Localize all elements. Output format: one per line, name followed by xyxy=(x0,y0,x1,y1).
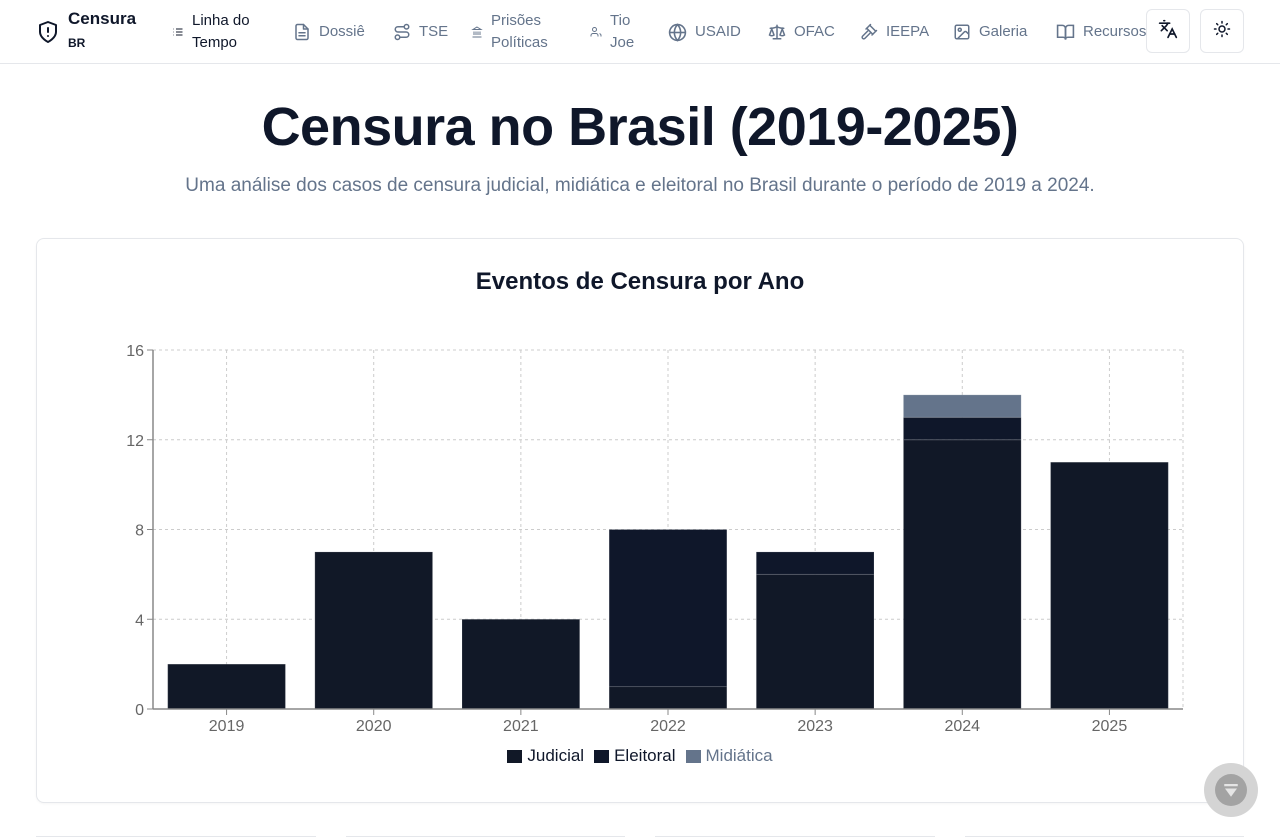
users-icon xyxy=(590,26,602,38)
x-tick-label: 2025 xyxy=(1092,718,1128,735)
nav-label: Dossiê xyxy=(319,23,365,40)
stat-card xyxy=(964,836,1244,839)
x-tick-label: 2019 xyxy=(209,718,245,735)
brand-subtitle: BR xyxy=(68,36,86,50)
brand-title: Censura xyxy=(68,9,137,28)
legend-label: Judicial xyxy=(527,746,585,765)
bar-segment-judicial[interactable] xyxy=(755,573,875,710)
x-tick-label: 2022 xyxy=(650,718,686,735)
stat-card xyxy=(655,836,935,839)
nav-label: Galeria xyxy=(979,23,1028,40)
bar-segment-judicial[interactable] xyxy=(608,686,728,710)
x-tick-label: 2021 xyxy=(503,718,539,735)
page-subtitle: Uma análise dos casos de censura judicia… xyxy=(185,175,1095,196)
bar-segment-eleitoral[interactable] xyxy=(755,551,875,575)
nav-label: USAID xyxy=(695,23,741,40)
nav-item-ofac[interactable]: OFAC xyxy=(768,0,835,64)
nav-label: Tio Joe xyxy=(610,12,635,51)
legend-item-eleitoral[interactable]: Eleitoral xyxy=(594,746,676,766)
nav-label: OFAC xyxy=(794,23,835,40)
y-tick-label: 12 xyxy=(126,433,144,450)
bar-segment-judicial[interactable] xyxy=(461,618,581,710)
nav-label: IEEPA xyxy=(886,23,930,40)
theme-toggle-button[interactable] xyxy=(1200,9,1244,53)
language-button[interactable] xyxy=(1146,9,1190,53)
scale-icon xyxy=(768,23,786,41)
chart-legend: Judicial Eleitoral Midiática xyxy=(0,746,1280,766)
nav-item-recursos[interactable]: Recursos xyxy=(1056,0,1146,64)
legend-item-midiática[interactable]: Midiática xyxy=(685,746,773,766)
globe-icon xyxy=(668,22,687,42)
top-navbar: Censura BR Linha do Tempo Dossiê TSE Pri… xyxy=(0,0,1280,64)
y-tick-label: 0 xyxy=(135,702,144,719)
chart-title: Eventos de Censura por Ano xyxy=(475,268,805,295)
bar-segment-eleitoral[interactable] xyxy=(902,416,1022,441)
x-tick-label: 2020 xyxy=(356,718,392,735)
route-icon xyxy=(393,23,411,41)
bar-segment-judicial[interactable] xyxy=(314,551,434,710)
y-tick-label: 8 xyxy=(135,523,144,540)
bar-segment-judicial[interactable] xyxy=(1050,461,1169,710)
nav-label: Prisões Políticas xyxy=(491,12,548,51)
nav-item-ieepa[interactable]: IEEPA xyxy=(860,0,929,64)
legend-swatch xyxy=(685,749,701,763)
page-title: Censura no Brasil (2019-2025) xyxy=(261,97,1019,157)
nav-item-prisoes-politicas[interactable]: Prisões Políticas xyxy=(471,0,548,64)
x-tick-label: 2023 xyxy=(797,718,833,735)
legend-label: Eleitoral xyxy=(614,746,676,765)
nav-item-tio-joe[interactable]: Tio Joe xyxy=(590,0,634,64)
translate-icon xyxy=(1158,19,1178,44)
book-open-icon xyxy=(1056,23,1075,42)
file-text-icon xyxy=(293,23,311,41)
legend-swatch xyxy=(507,749,523,763)
nav-item-tse[interactable]: TSE xyxy=(393,0,448,64)
bar-segment-midiática[interactable] xyxy=(902,394,1022,418)
nav-item-usaid[interactable]: USAID xyxy=(668,0,741,64)
nav-label: Recursos xyxy=(1083,23,1147,40)
x-tick-label: 2024 xyxy=(944,718,980,735)
sun-icon xyxy=(1213,20,1231,43)
legend-item-judicial[interactable]: Judicial xyxy=(507,746,584,766)
bar-segment-judicial[interactable] xyxy=(167,663,286,710)
legend-label: Midiática xyxy=(705,746,773,765)
nav-label: Linha do Tempo xyxy=(192,12,250,51)
bar-segment-eleitoral[interactable] xyxy=(608,529,728,688)
y-tick-label: 4 xyxy=(135,612,144,629)
bottom-cards-row xyxy=(36,836,1244,839)
legend-swatch xyxy=(594,749,610,763)
brand-logo[interactable]: Censura BR xyxy=(36,8,136,54)
chevron-down-icon xyxy=(1215,774,1247,806)
stat-card xyxy=(345,836,625,839)
nav-item-linha-do-tempo[interactable]: Linha do Tempo xyxy=(172,0,250,64)
scroll-down-button[interactable] xyxy=(1204,763,1258,817)
image-icon xyxy=(953,23,971,41)
nav-item-dossie[interactable]: Dossiê xyxy=(293,0,365,64)
nav-item-galeria[interactable]: Galeria xyxy=(953,0,1027,64)
list-icon xyxy=(172,26,184,38)
nav-label: TSE xyxy=(419,23,449,40)
shield-alert-icon xyxy=(39,21,57,43)
y-tick-label: 16 xyxy=(126,343,144,360)
landmark-icon xyxy=(471,26,483,38)
gavel-icon xyxy=(860,23,878,41)
bar-segment-judicial[interactable] xyxy=(902,439,1022,710)
stat-card xyxy=(36,836,316,839)
